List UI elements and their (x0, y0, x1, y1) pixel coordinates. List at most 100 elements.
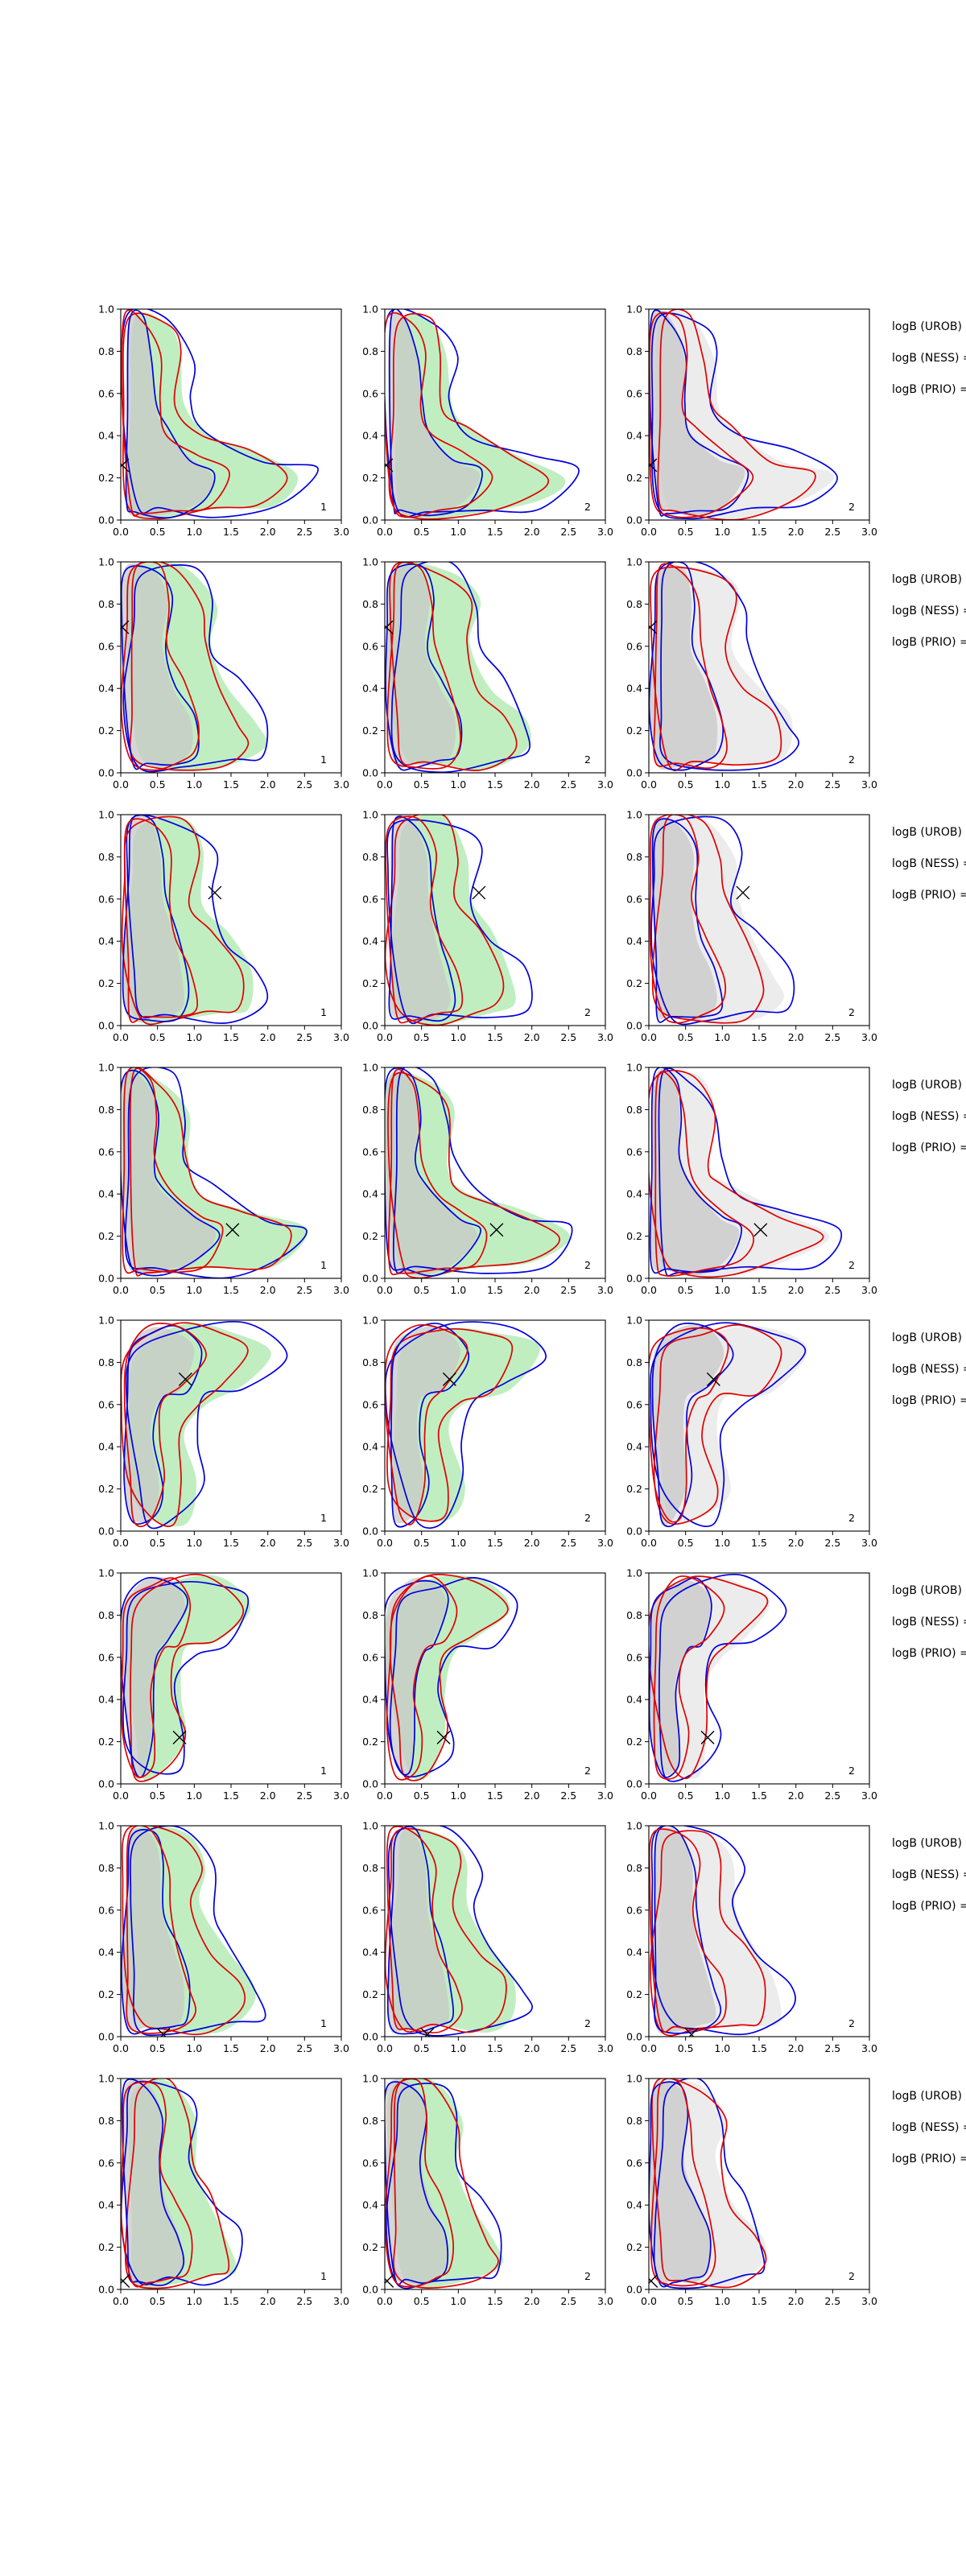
red-outer-contour (385, 1827, 507, 2033)
blue-inner-contour (121, 1829, 191, 2035)
y-tick-label: 0.4 (626, 1441, 642, 1453)
logB-label: logB (UROB) = (892, 1331, 966, 1344)
cross-marker (684, 2027, 699, 2037)
y-tick-label: 0.2 (98, 1988, 114, 2000)
red-inner-contour (121, 1577, 192, 1778)
x-tick-label: 1.5 (487, 1790, 503, 1802)
y-tick-label: 0.0 (362, 1778, 378, 1790)
y-tick-label: 0.2 (98, 472, 114, 484)
x-tick-label: 3.0 (597, 1790, 613, 1802)
x-tick-label: 1.5 (751, 1031, 767, 1043)
x-tick-label: 1.5 (223, 1284, 239, 1296)
x-tick-label: 0.5 (414, 778, 430, 791)
x-tick-label: 2.5 (296, 2295, 312, 2307)
y-tick-label: 1.0 (362, 1567, 378, 1579)
blue-outer-contour (650, 312, 838, 520)
y-tick-label: 0.0 (362, 1020, 378, 1032)
panel-r7-c3: 0.0 0.5 1.0 1.5 2.0 2.5 3.0 0.0 0.2 0.4 0.6 0.8 1.0 2 (626, 1820, 877, 2055)
x-tick-label: 0.5 (150, 2295, 166, 2307)
y-tick-label: 0.6 (362, 387, 378, 399)
x-tick-label: 0.0 (113, 526, 129, 538)
logB-label: logB (UROB) = (892, 320, 966, 333)
panel-r4-c2: 0.0 0.5 1.0 1.5 2.0 2.5 3.0 0.0 0.2 0.4 0.6 0.8 1.0 2 (362, 1062, 613, 1297)
x-tick-label: 1.5 (751, 1537, 767, 1549)
logB-label: logB (UROB) = (892, 2090, 966, 2103)
x-tick-label: 2.0 (524, 778, 540, 791)
logB-label: logB (PRIO) = (892, 1394, 966, 1407)
y-tick-label: 0.2 (626, 977, 642, 989)
red-inner-contour (122, 1067, 224, 1274)
x-tick-label: 2.0 (260, 1537, 276, 1549)
blue-inner-contour (121, 1069, 221, 1277)
red-inner-contour (126, 1826, 197, 2034)
y-tick-label: 0.4 (626, 1188, 642, 1200)
red-inner-contour (386, 562, 461, 770)
y-tick-label: 0.2 (362, 1736, 378, 1748)
y-tick-label: 0.0 (362, 1525, 378, 1538)
side-labels: logB (UROB) = logB (NESS) = logB (PRIO) = (892, 1837, 966, 1913)
x-tick-label: 0.5 (678, 2295, 694, 2307)
grey-fill-region (650, 1579, 712, 1776)
side-labels: logB (UROB) = logB (NESS) = logB (PRIO) = (892, 573, 966, 649)
grey-fill-region (122, 2079, 185, 2286)
y-tick-label: 0.8 (98, 1609, 114, 1621)
red-outer-contour (385, 815, 505, 1026)
panel-number: 2 (848, 501, 855, 513)
y-tick-label: 0.0 (98, 767, 114, 779)
plot-area (121, 1573, 251, 1782)
x-tick-label: 2.5 (560, 1284, 576, 1296)
x-tick-label: 0.5 (678, 1284, 694, 1296)
x-tick-label: 2.5 (296, 1031, 312, 1043)
plot-area (121, 1067, 308, 1278)
y-tick-label: 1.0 (626, 556, 642, 568)
x-tick-label: 2.5 (824, 778, 840, 791)
y-tick-label: 1.0 (98, 1820, 114, 1832)
x-tick-label: 0.5 (150, 1537, 166, 1549)
x-tick-label: 1.0 (450, 2042, 466, 2054)
x-tick-label: 0.0 (113, 1284, 129, 1296)
x-tick-label: 3.0 (333, 778, 349, 791)
grey-fill-region (649, 309, 745, 516)
y-tick-label: 0.0 (362, 2031, 378, 2043)
y-tick-label: 0.8 (626, 1862, 642, 1874)
plot-area (121, 309, 319, 520)
cross-marker (442, 1372, 456, 1386)
panel-number: 1 (320, 753, 327, 766)
x-tick-label: 1.0 (450, 1537, 466, 1549)
y-tick-label: 1.0 (626, 1315, 642, 1327)
side-labels: logB (UROB) = logB (NESS) = logB (PRIO) = (892, 826, 966, 902)
x-tick-label: 0.0 (113, 2295, 129, 2307)
y-tick-label: 0.4 (98, 1694, 114, 1706)
logB-label: logB (NESS) = (892, 352, 966, 365)
grey-fill-region (121, 1576, 186, 1779)
grey-fill-region (651, 815, 717, 1021)
x-tick-label: 2.5 (824, 1790, 840, 1802)
x-tick-label: 1.0 (186, 2295, 202, 2307)
cross-marker (753, 1223, 768, 1237)
y-tick-label: 0.0 (98, 514, 114, 526)
y-tick-label: 0.4 (98, 1188, 114, 1200)
y-tick-label: 1.0 (98, 303, 114, 316)
x-tick-label: 2.0 (524, 526, 540, 538)
grey-fill-region (650, 1068, 740, 1276)
y-tick-label: 0.2 (626, 1988, 642, 2000)
blue-outer-contour (125, 1320, 288, 1530)
y-tick-label: 0.8 (362, 851, 378, 863)
x-tick-label: 3.0 (333, 2042, 349, 2054)
panel-r7-c2: 0.0 0.5 1.0 1.5 2.0 2.5 3.0 0.0 0.2 0.4 0.6 0.8 1.0 2 (362, 1820, 613, 2055)
panel-r2-c1: 0.0 0.5 1.0 1.5 2.0 2.5 3.0 0.0 0.2 0.4 0.6 0.8 1.0 1 (98, 556, 349, 791)
plot-area (385, 1067, 573, 1278)
x-tick-label: 1.5 (751, 1284, 767, 1296)
y-tick-label: 0.4 (626, 1946, 642, 1959)
x-tick-label: 0.5 (414, 1790, 430, 1802)
red-outer-contour (651, 2079, 767, 2289)
y-tick-label: 0.4 (626, 935, 642, 947)
x-tick-label: 1.0 (186, 1537, 202, 1549)
grey-fill-region (388, 1829, 450, 2033)
x-tick-label: 2.0 (260, 1790, 276, 1802)
grey-fill-region (121, 1071, 217, 1275)
x-tick-label: 1.0 (450, 1790, 466, 1802)
logB-label: logB (PRIO) = (892, 636, 966, 649)
cross-marker (385, 458, 394, 473)
x-tick-label: 1.0 (714, 2042, 730, 2054)
